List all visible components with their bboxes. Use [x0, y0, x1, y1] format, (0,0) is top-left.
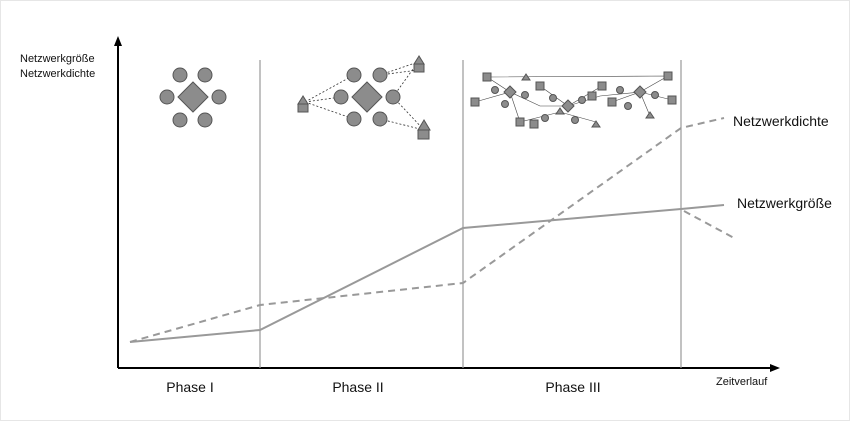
y-label: Netzwerkgröße [20, 53, 95, 65]
x-label: Zeitverlauf [716, 376, 768, 388]
curve-label: Netzwerkgröße [737, 195, 832, 211]
frame [1, 1, 850, 421]
curve-label: Netzwerkdichte [733, 113, 829, 129]
phase-label: Phase II [332, 379, 383, 395]
phase-label: Phase III [545, 379, 600, 395]
phase-label: Phase I [166, 379, 213, 395]
diagram: Netzwerkgröße Netzwerkdichte Zeitverlauf… [0, 0, 850, 421]
y-label: Netzwerkdichte [20, 68, 95, 80]
